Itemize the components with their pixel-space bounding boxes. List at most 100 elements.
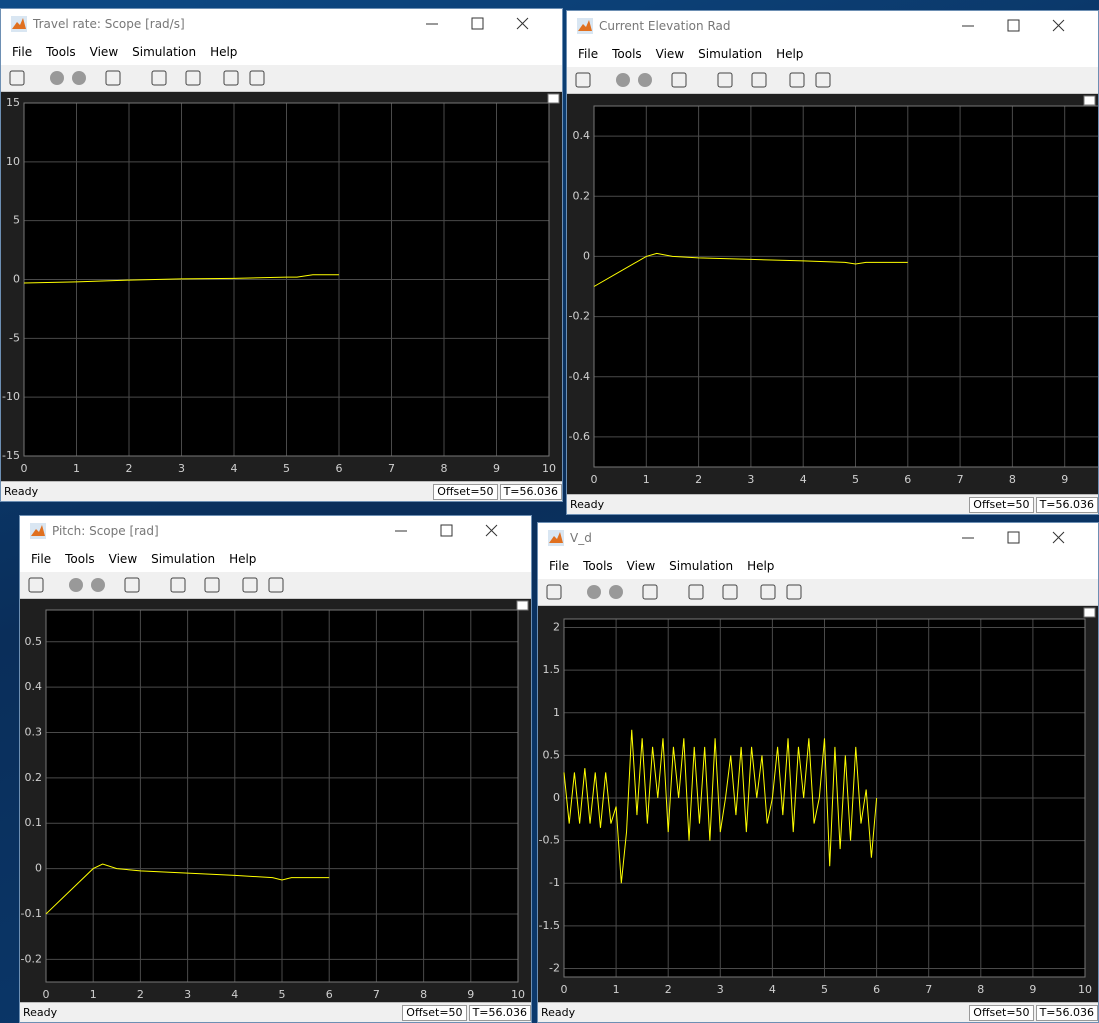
tool-icon[interactable] bbox=[616, 73, 630, 87]
tool-button[interactable] bbox=[170, 577, 186, 593]
tool-icon[interactable] bbox=[223, 70, 239, 86]
tool-icon[interactable] bbox=[185, 70, 201, 86]
tool-button[interactable] bbox=[185, 70, 201, 86]
tool-icon[interactable] bbox=[722, 584, 738, 600]
collapse-button[interactable] bbox=[516, 600, 529, 611]
tool-button[interactable] bbox=[717, 72, 733, 88]
menu-item[interactable]: View bbox=[655, 47, 685, 61]
window-controls[interactable] bbox=[950, 11, 1080, 41]
tool-icon[interactable] bbox=[91, 578, 105, 592]
tool-icon[interactable] bbox=[546, 584, 562, 600]
tool-icon[interactable] bbox=[575, 72, 591, 88]
tool-icon[interactable] bbox=[815, 72, 831, 88]
tool-button[interactable] bbox=[760, 584, 776, 600]
toolbar[interactable] bbox=[538, 579, 1099, 606]
close[interactable] bbox=[485, 524, 498, 537]
close[interactable] bbox=[1052, 531, 1065, 544]
maximize[interactable] bbox=[1007, 531, 1020, 544]
tool-icon[interactable] bbox=[249, 70, 265, 86]
collapse-button[interactable] bbox=[547, 93, 560, 104]
toolbar[interactable] bbox=[567, 67, 1099, 94]
menu-item[interactable]: File bbox=[31, 552, 52, 566]
tool-icon[interactable] bbox=[671, 72, 687, 88]
tool-button[interactable] bbox=[268, 577, 284, 593]
tool-button[interactable] bbox=[72, 71, 86, 85]
tool-button[interactable] bbox=[546, 584, 562, 600]
menu-item[interactable]: File bbox=[12, 45, 33, 59]
menu-item[interactable]: Tools bbox=[46, 45, 76, 59]
tool-button[interactable] bbox=[575, 72, 591, 88]
tool-button[interactable] bbox=[688, 584, 704, 600]
maximize[interactable] bbox=[1007, 19, 1020, 32]
tool-button[interactable] bbox=[671, 72, 687, 88]
tool-icon[interactable] bbox=[9, 70, 25, 86]
menu-item[interactable]: Simulation bbox=[669, 559, 734, 573]
tool-icon[interactable] bbox=[688, 584, 704, 600]
menu-item[interactable]: File bbox=[578, 47, 599, 61]
tool-button[interactable] bbox=[609, 585, 623, 599]
tool-icon[interactable] bbox=[50, 71, 64, 85]
menu-item[interactable]: Simulation bbox=[698, 47, 763, 61]
tool-button[interactable] bbox=[9, 70, 25, 86]
tool-button[interactable] bbox=[815, 72, 831, 88]
tool-icon[interactable] bbox=[786, 584, 802, 600]
tool-icon[interactable] bbox=[204, 577, 220, 593]
tool-button[interactable] bbox=[789, 72, 805, 88]
toolbar[interactable] bbox=[1, 65, 563, 92]
tool-icon[interactable] bbox=[170, 577, 186, 593]
window-controls[interactable] bbox=[414, 9, 544, 39]
menu-item[interactable]: Help bbox=[229, 552, 257, 566]
menu-item[interactable]: Tools bbox=[612, 47, 642, 61]
menu-item[interactable]: Help bbox=[747, 559, 775, 573]
tool-button[interactable] bbox=[204, 577, 220, 593]
close[interactable] bbox=[516, 17, 529, 30]
tool-button[interactable] bbox=[50, 71, 64, 85]
menu-item[interactable]: Simulation bbox=[132, 45, 197, 59]
menu-item[interactable]: View bbox=[108, 552, 138, 566]
menu-item[interactable]: View bbox=[89, 45, 119, 59]
menu-item[interactable]: View bbox=[626, 559, 656, 573]
window-controls[interactable] bbox=[950, 523, 1080, 553]
tool-button[interactable] bbox=[722, 584, 738, 600]
window-controls[interactable] bbox=[383, 516, 513, 546]
tool-icon[interactable] bbox=[124, 577, 140, 593]
tool-button[interactable] bbox=[616, 73, 630, 87]
tool-icon[interactable] bbox=[105, 70, 121, 86]
menu-item[interactable]: Help bbox=[776, 47, 804, 61]
tool-icon[interactable] bbox=[69, 578, 83, 592]
tool-icon[interactable] bbox=[760, 584, 776, 600]
menu-item[interactable]: Simulation bbox=[151, 552, 216, 566]
collapse-button[interactable] bbox=[1083, 607, 1096, 618]
menu-item[interactable]: Tools bbox=[583, 559, 613, 573]
tool-button[interactable] bbox=[91, 578, 105, 592]
toolbar[interactable] bbox=[20, 572, 532, 599]
tool-icon[interactable] bbox=[268, 577, 284, 593]
tool-button[interactable] bbox=[638, 73, 652, 87]
tool-button[interactable] bbox=[587, 585, 601, 599]
tool-button[interactable] bbox=[751, 72, 767, 88]
tool-button[interactable] bbox=[124, 577, 140, 593]
menu-item[interactable]: Tools bbox=[65, 552, 95, 566]
menu-item[interactable]: Help bbox=[210, 45, 238, 59]
maximize[interactable] bbox=[471, 17, 484, 30]
tool-icon[interactable] bbox=[28, 577, 44, 593]
tool-button[interactable] bbox=[642, 584, 658, 600]
tool-button[interactable] bbox=[151, 70, 167, 86]
tool-icon[interactable] bbox=[72, 71, 86, 85]
tool-icon[interactable] bbox=[638, 73, 652, 87]
tool-button[interactable] bbox=[69, 578, 83, 592]
tool-button[interactable] bbox=[28, 577, 44, 593]
tool-button[interactable] bbox=[223, 70, 239, 86]
tool-icon[interactable] bbox=[242, 577, 258, 593]
menu-item[interactable]: File bbox=[549, 559, 570, 573]
tool-icon[interactable] bbox=[151, 70, 167, 86]
close[interactable] bbox=[1052, 19, 1065, 32]
tool-icon[interactable] bbox=[609, 585, 623, 599]
maximize[interactable] bbox=[440, 524, 453, 537]
tool-icon[interactable] bbox=[789, 72, 805, 88]
tool-button[interactable] bbox=[105, 70, 121, 86]
tool-icon[interactable] bbox=[587, 585, 601, 599]
tool-button[interactable] bbox=[786, 584, 802, 600]
tool-icon[interactable] bbox=[642, 584, 658, 600]
tool-button[interactable] bbox=[242, 577, 258, 593]
